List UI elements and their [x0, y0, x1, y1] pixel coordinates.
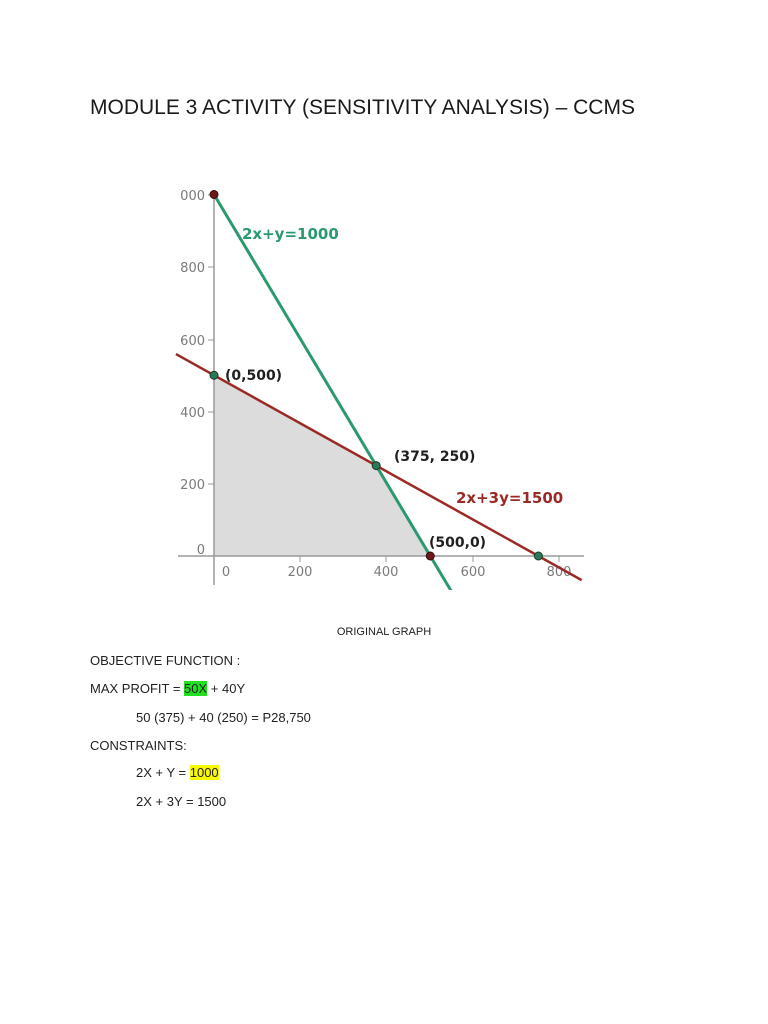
graph: 000 800 600 400 200 0 0 200 400 600 800 [175, 189, 584, 590]
profit-calculation: 50 (375) + 40 (250) = P28,750 [136, 710, 311, 725]
x-tick-600: 600 [461, 556, 486, 580]
page-title: MODULE 3 ACTIVITY (SENSITIVITY ANALYSIS)… [90, 96, 635, 119]
x-tick-label-400: 400 [374, 565, 399, 580]
constraint-1-prefix: 2X + Y = [136, 765, 190, 780]
y-tick-200: 200 [180, 478, 214, 493]
x-tick-800: 800 [547, 556, 572, 580]
vertex-point-500-0 [425, 551, 435, 561]
vertex-point-0-500 [209, 370, 219, 380]
point-label-375-250: (375, 250) [394, 449, 475, 465]
y-tick-label-400: 400 [180, 406, 205, 421]
y-tick-1000: 000 [180, 189, 214, 204]
vertex-point-375-250 [371, 461, 381, 471]
constraint-line-2x-plus-y [212, 193, 453, 590]
equation-label-red: 2x+3y=1500 [456, 489, 563, 507]
y-tick-0: 0 [197, 543, 214, 558]
y-tick-label-200: 200 [180, 478, 205, 493]
x-tick-label-0: 0 [222, 565, 230, 580]
y-tick-400: 400 [180, 406, 214, 421]
x-tick-0: 0 [213, 556, 230, 580]
x-tick-400: 400 [374, 556, 399, 580]
graph-caption: ORIGINAL GRAPH [336, 626, 432, 638]
y-tick-label-600: 600 [180, 334, 205, 349]
feasible-region [214, 375, 431, 556]
y-tick-label-0: 0 [197, 543, 205, 558]
y-tick-label-1000: 000 [180, 189, 205, 204]
max-profit-prefix: MAX PROFIT = [90, 681, 185, 696]
x-tick-label-600: 600 [461, 565, 486, 580]
y-tick-label-800: 800 [180, 261, 205, 276]
objective-heading: OBJECTIVE FUNCTION : [90, 653, 241, 668]
y-tick-600: 600 [180, 334, 214, 349]
constraint-2: 2X + 3Y = 1500 [136, 794, 227, 809]
x-tick-label-800: 800 [547, 565, 572, 580]
max-profit-suffix: + 40Y [207, 681, 246, 696]
constraint-1-highlight: 1000 [189, 765, 219, 780]
x-tick-200: 200 [288, 556, 313, 580]
vertex-point-750-0 [533, 551, 543, 561]
vertex-point-0-1000 [209, 190, 219, 199]
constraints-heading: CONSTRAINTS: [90, 738, 187, 753]
max-profit-line: MAX PROFIT = 50X + 40Y [90, 681, 245, 696]
point-label-500-0: (500,0) [429, 535, 486, 551]
equation-label-green: 2x+y=1000 [242, 225, 339, 243]
constraint-1: 2X + Y = 1000 [136, 765, 219, 780]
x-tick-label-200: 200 [288, 565, 313, 580]
max-profit-highlight: 50X [184, 681, 208, 696]
y-tick-800: 800 [180, 261, 214, 276]
point-label-0-500: (0,500) [225, 368, 282, 384]
